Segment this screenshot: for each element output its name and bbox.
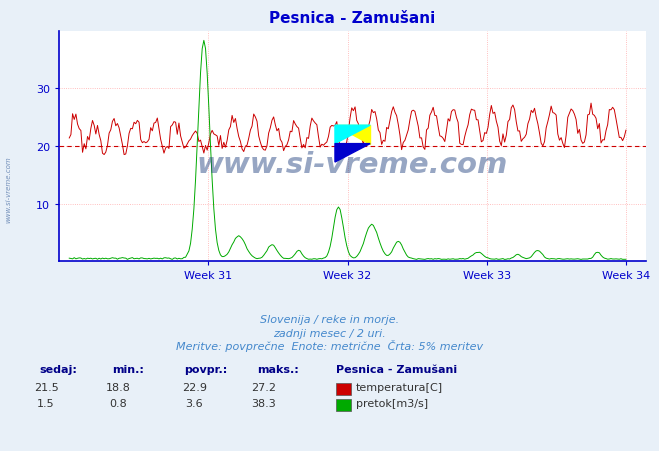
Text: min.:: min.: [112,364,144,374]
Text: 27.2: 27.2 [251,382,276,392]
Text: povpr.:: povpr.: [185,364,228,374]
Polygon shape [335,126,370,144]
Text: www.si-vreme.com: www.si-vreme.com [197,151,508,179]
Text: pretok[m3/s]: pretok[m3/s] [356,398,428,408]
Text: 18.8: 18.8 [106,382,131,392]
Title: Pesnica - Zamušani: Pesnica - Zamušani [270,11,436,26]
Text: 22.9: 22.9 [182,382,207,392]
Polygon shape [335,144,370,163]
Text: 21.5: 21.5 [34,382,59,392]
Text: maks.:: maks.: [257,364,299,374]
Text: zadnji mesec / 2 uri.: zadnji mesec / 2 uri. [273,328,386,338]
Text: Pesnica - Zamušani: Pesnica - Zamušani [336,364,457,374]
Text: Meritve: povprečne  Enote: metrične  Črta: 5% meritev: Meritve: povprečne Enote: metrične Črta:… [176,340,483,351]
Text: sedaj:: sedaj: [40,364,77,374]
Text: 1.5: 1.5 [38,398,55,408]
Polygon shape [335,126,370,144]
Text: 0.8: 0.8 [110,398,127,408]
Text: 3.6: 3.6 [186,398,203,408]
Text: 38.3: 38.3 [251,398,276,408]
Text: temperatura[C]: temperatura[C] [356,382,443,392]
Text: Slovenija / reke in morje.: Slovenija / reke in morje. [260,314,399,324]
Text: www.si-vreme.com: www.si-vreme.com [5,156,11,223]
